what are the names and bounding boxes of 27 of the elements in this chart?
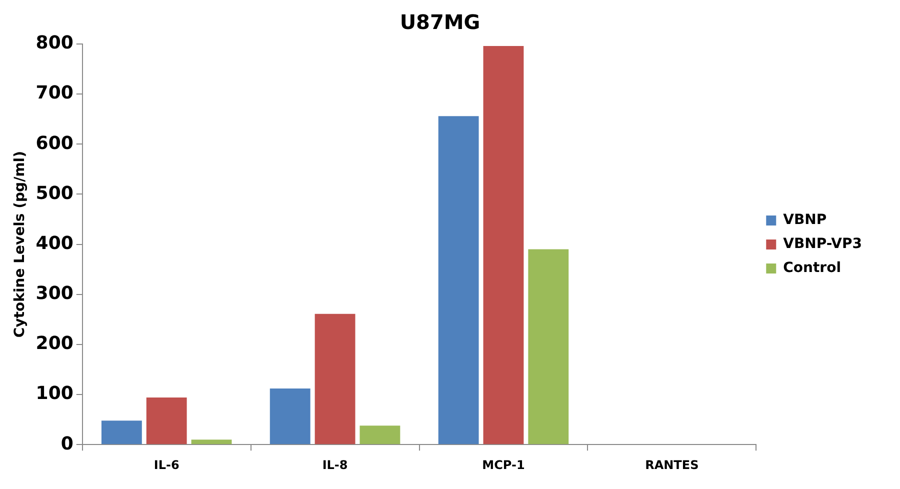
y-tick-label: 600 bbox=[36, 132, 74, 154]
y-tick-label: 100 bbox=[36, 383, 74, 404]
bar bbox=[270, 388, 310, 444]
x-tick-label: IL-8 bbox=[322, 458, 348, 472]
bar bbox=[438, 116, 479, 444]
x-tick-label: RANTES bbox=[645, 458, 699, 472]
legend-label: VBNP bbox=[783, 212, 827, 228]
legend-label: VBNP-VP3 bbox=[783, 236, 862, 252]
y-tick-label: 300 bbox=[36, 283, 74, 304]
y-tick-label: 400 bbox=[36, 232, 74, 254]
y-tick-label: 0 bbox=[60, 433, 74, 454]
bar bbox=[483, 46, 524, 444]
y-tick-label: 800 bbox=[36, 32, 74, 54]
bar bbox=[360, 426, 400, 444]
legend-label: Control bbox=[783, 260, 842, 276]
bar bbox=[101, 420, 142, 444]
x-tick-label: MCP-1 bbox=[482, 458, 525, 472]
y-tick-label: 700 bbox=[36, 82, 74, 104]
x-tick-label: IL-6 bbox=[154, 458, 180, 472]
y-axis-title: Cytokine Levels (pg/ml) bbox=[12, 151, 28, 338]
y-tick-label: 500 bbox=[36, 182, 74, 204]
bar bbox=[146, 398, 187, 444]
bar bbox=[191, 440, 232, 444]
chart-title: U87MG bbox=[400, 10, 480, 34]
bar bbox=[528, 249, 569, 444]
bar bbox=[314, 314, 356, 444]
y-tick-label: 200 bbox=[36, 333, 74, 354]
